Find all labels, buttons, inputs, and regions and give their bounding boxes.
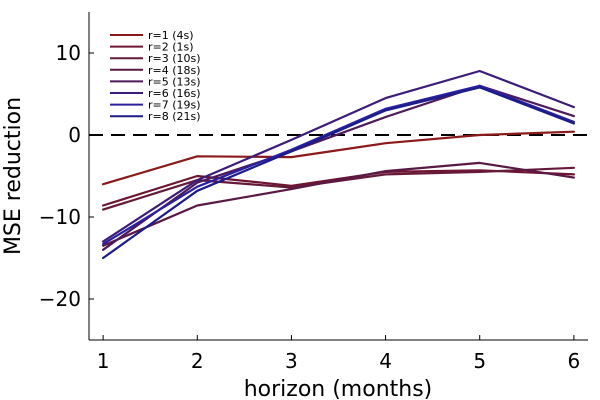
legend-label: r=2 (1s): [148, 41, 194, 54]
series-line-4: [101, 161, 576, 247]
y-tick-label: 10: [56, 41, 81, 65]
x-tick-label: 4: [379, 349, 392, 373]
legend-item: r=2 (1s): [110, 41, 194, 54]
x-tick-label: 5: [473, 349, 486, 373]
x-tick-label: 1: [97, 349, 110, 373]
legend: r=1 (4s)r=2 (1s)r=3 (10s)r=4 (18s)r=5 (1…: [110, 29, 201, 123]
legend-item: r=3 (10s): [110, 52, 201, 65]
y-tick-label: 0: [68, 123, 81, 147]
x-tick-label: 2: [191, 349, 204, 373]
legend-item: r=4 (18s): [110, 64, 201, 77]
y-tick-label: −20: [39, 287, 81, 311]
legend-label: r=6 (16s): [148, 87, 201, 100]
series-line-6: [101, 69, 576, 243]
y-axis-title: MSE reduction: [1, 97, 26, 255]
x-tick-label: 3: [285, 349, 298, 373]
legend-label: r=8 (21s): [148, 110, 201, 123]
series-lines: [101, 69, 576, 260]
legend-item: r=7 (19s): [110, 99, 201, 112]
legend-label: r=5 (13s): [148, 75, 201, 88]
x-ticks: 1 2 3 4 5 6: [97, 335, 580, 373]
legend-item: r=5 (13s): [110, 75, 201, 88]
x-axis-title: horizon (months): [244, 377, 433, 400]
y-ticks: −20 −10 0 10: [39, 41, 94, 311]
series-line-8: [101, 86, 576, 260]
legend-label: r=4 (18s): [148, 64, 201, 77]
legend-item: r=1 (4s): [110, 29, 194, 42]
series-line-3: [101, 166, 576, 211]
legend-label: r=1 (4s): [148, 29, 194, 42]
series-line-1: [101, 130, 576, 186]
plot-area: 1 2 3 4 5 6 −20 −10 0 10: [39, 12, 588, 373]
legend-label: r=3 (10s): [148, 52, 201, 65]
x-tick-label: 6: [568, 349, 581, 373]
legend-label: r=7 (19s): [148, 99, 201, 112]
series-line-7: [101, 84, 576, 246]
legend-item: r=8 (21s): [110, 110, 201, 123]
legend-item: r=6 (16s): [110, 87, 201, 100]
y-tick-label: −10: [39, 205, 81, 229]
